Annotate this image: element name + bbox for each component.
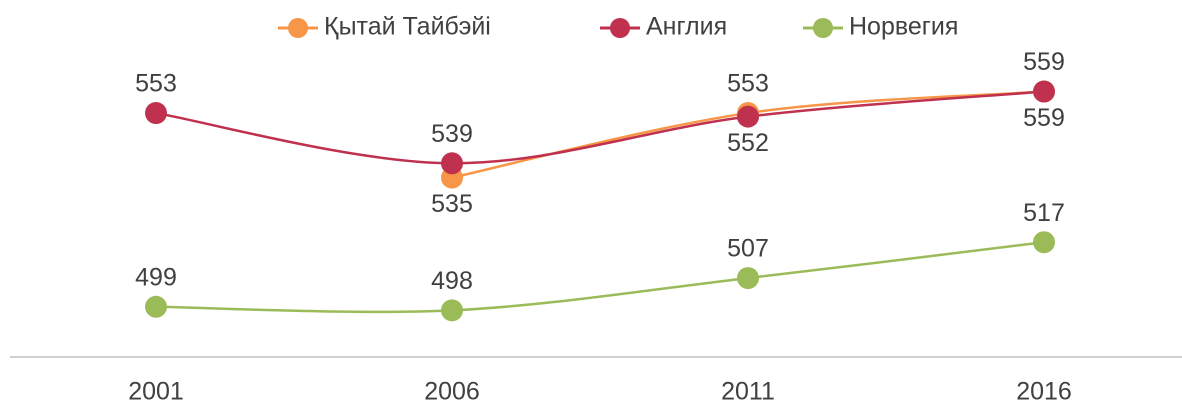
- point-marker: [441, 152, 463, 175]
- point-marker: [145, 295, 167, 318]
- series-line: [155, 90, 1045, 165]
- point-marker: [1033, 80, 1055, 103]
- legend-marker: [610, 18, 630, 38]
- data-label: 552: [727, 129, 769, 157]
- x-tick-label: 2001: [128, 378, 184, 406]
- legend-label: Англия: [646, 13, 727, 41]
- data-label: 517: [1023, 199, 1065, 227]
- x-tick-label: 2006: [424, 378, 480, 406]
- x-tick-label: 2016: [1016, 378, 1072, 406]
- point-marker: [1033, 231, 1055, 254]
- data-label: 539: [431, 120, 473, 148]
- point-marker: [145, 102, 167, 125]
- legend-label: Қытай Тайбэйі: [324, 13, 491, 41]
- point-marker: [737, 267, 759, 290]
- data-label: 559: [1023, 104, 1065, 132]
- legend-label: Норвегия: [849, 13, 958, 41]
- point-marker: [441, 299, 463, 322]
- data-label: 535: [431, 190, 473, 218]
- x-tick-label: 2011: [721, 378, 775, 406]
- point-marker: [737, 105, 759, 128]
- data-label: 507: [727, 235, 769, 263]
- series-line: [155, 240, 1045, 314]
- legend-marker: [813, 18, 833, 38]
- legend-marker: [288, 18, 308, 38]
- data-label: 553: [727, 70, 769, 98]
- data-label: 559: [1023, 48, 1065, 76]
- data-label: 498: [431, 267, 473, 295]
- data-label: 553: [135, 70, 177, 98]
- data-label: 499: [135, 263, 177, 291]
